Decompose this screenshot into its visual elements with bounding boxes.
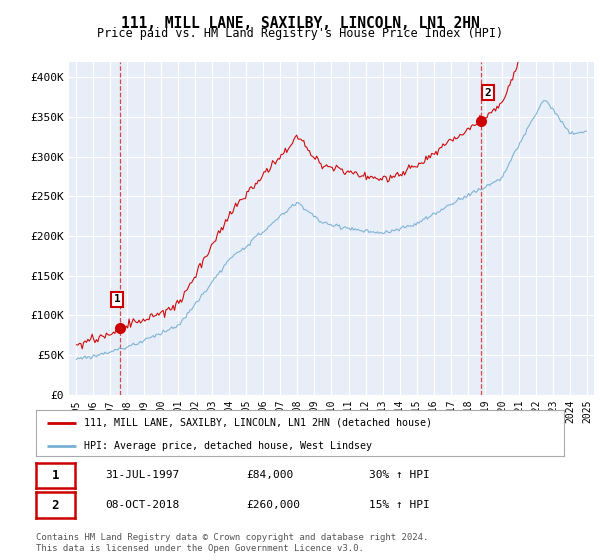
Text: HPI: Average price, detached house, West Lindsey: HPI: Average price, detached house, West… [83,441,371,451]
Text: Contains HM Land Registry data © Crown copyright and database right 2024.
This d: Contains HM Land Registry data © Crown c… [36,533,428,553]
Text: £84,000: £84,000 [246,470,293,480]
Text: 111, MILL LANE, SAXILBY, LINCOLN, LN1 2HN (detached house): 111, MILL LANE, SAXILBY, LINCOLN, LN1 2H… [83,418,431,428]
Text: £260,000: £260,000 [246,500,300,510]
Text: 1: 1 [52,469,59,482]
Text: 30% ↑ HPI: 30% ↑ HPI [369,470,430,480]
Text: 111, MILL LANE, SAXILBY, LINCOLN, LN1 2HN: 111, MILL LANE, SAXILBY, LINCOLN, LN1 2H… [121,16,479,31]
Text: 2: 2 [52,498,59,512]
Text: 1: 1 [114,295,121,305]
Text: 15% ↑ HPI: 15% ↑ HPI [369,500,430,510]
Text: Price paid vs. HM Land Registry's House Price Index (HPI): Price paid vs. HM Land Registry's House … [97,27,503,40]
Text: 2: 2 [485,87,491,97]
Text: 31-JUL-1997: 31-JUL-1997 [105,470,179,480]
Text: 08-OCT-2018: 08-OCT-2018 [105,500,179,510]
